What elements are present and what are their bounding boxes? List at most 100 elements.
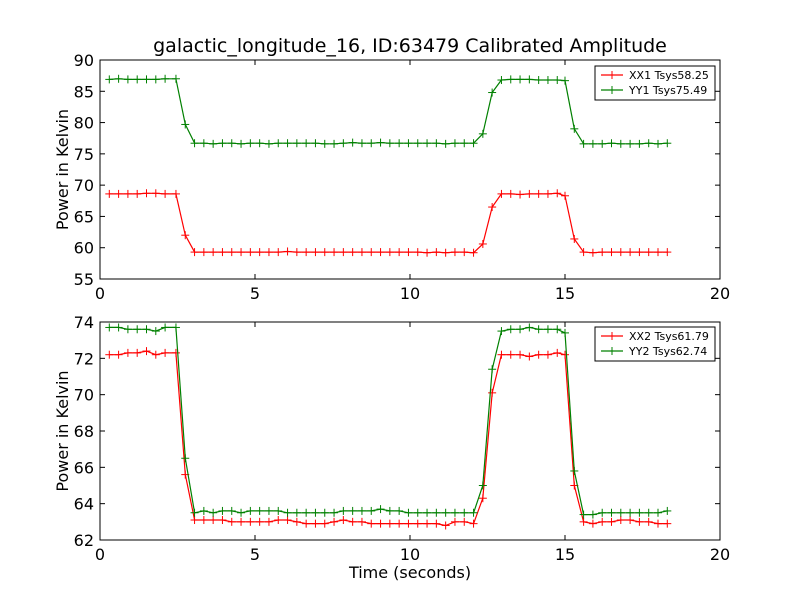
legend-box — [594, 65, 716, 101]
data-point — [460, 517, 469, 526]
data-point — [413, 139, 422, 148]
data-point — [654, 248, 662, 257]
data-point — [330, 508, 339, 517]
data-point — [570, 124, 579, 133]
data-point — [432, 508, 441, 517]
data-point — [644, 139, 653, 148]
data-point — [283, 508, 292, 517]
data-point — [246, 506, 255, 515]
data-point — [616, 248, 625, 257]
data-point — [478, 239, 487, 248]
data-point — [199, 516, 208, 525]
data-point — [663, 139, 672, 148]
chart-panel-1: 0 5 10 15 20 55 60 65 70 75 80 85 90 Power in Kelvin X… — [53, 51, 730, 303]
data-point — [423, 508, 432, 517]
y-tick-label: 72 — [74, 349, 94, 368]
plot-panels: 0 5 10 15 20 55 60 65 70 75 80 85 90 Power in Kelvin X… — [53, 51, 730, 564]
data-point — [264, 517, 273, 526]
data-point — [274, 516, 283, 525]
y-axis-label: Power in Kelvin — [53, 370, 72, 491]
legend-box — [594, 326, 716, 362]
data-point — [635, 508, 644, 517]
data-point — [588, 139, 597, 148]
data-point — [488, 203, 497, 212]
data-point — [598, 508, 607, 517]
series-2 — [105, 74, 672, 148]
data-point — [543, 189, 552, 198]
data-point — [460, 248, 469, 257]
data-point — [497, 189, 506, 198]
y-tick-label: 65 — [74, 207, 94, 226]
data-point — [663, 506, 672, 515]
data-point — [283, 516, 292, 525]
data-point — [357, 139, 366, 148]
data-point — [626, 139, 635, 148]
data-point — [246, 248, 255, 257]
data-point — [330, 248, 339, 257]
data-point — [663, 248, 672, 257]
data-point — [227, 248, 236, 257]
data-point — [570, 234, 579, 243]
data-point — [151, 189, 160, 198]
data-point — [376, 138, 385, 147]
legend-entry: YY2 Tsys62.74 — [628, 345, 707, 358]
data-point — [598, 139, 607, 148]
data-point — [161, 323, 170, 332]
data-point — [133, 75, 142, 84]
legend: XX2 Tsys61.79 YY2 Tsys62.74 — [594, 326, 716, 362]
data-point — [292, 248, 301, 257]
data-point — [105, 75, 114, 84]
data-point — [385, 519, 394, 528]
data-point — [114, 189, 123, 198]
data-point — [133, 189, 142, 198]
data-point — [320, 248, 329, 257]
data-point — [376, 519, 385, 528]
data-point — [543, 325, 552, 334]
data-point — [616, 508, 625, 517]
data-point — [209, 516, 218, 525]
data-point — [561, 191, 569, 200]
data-point — [264, 248, 273, 257]
data-point — [553, 189, 562, 198]
data-point — [607, 508, 616, 517]
y-tick-label: 62 — [74, 531, 94, 550]
data-point — [237, 517, 246, 526]
data-point — [151, 327, 160, 336]
data-point — [626, 508, 635, 517]
data-point — [635, 248, 644, 257]
data-point — [469, 519, 478, 528]
x-tick-label: 5 — [250, 284, 260, 303]
y-tick-label: 70 — [74, 176, 94, 195]
data-point — [237, 248, 246, 257]
data-point — [302, 508, 311, 517]
data-point — [151, 75, 160, 84]
y-tick-label: 85 — [74, 82, 94, 101]
data-point — [190, 516, 199, 525]
legend-entry: XX2 Tsys61.79 — [629, 330, 709, 343]
data-point — [339, 516, 348, 525]
data-point — [123, 189, 132, 198]
figure-title: galactic_longitude_16, ID:63479 Calibrat… — [153, 35, 667, 57]
data-point — [432, 139, 441, 148]
data-point — [561, 350, 569, 359]
data-point — [357, 506, 366, 515]
data-point — [579, 510, 588, 519]
data-point — [123, 75, 132, 84]
data-point — [413, 248, 422, 257]
data-point — [292, 517, 301, 526]
data-point — [561, 328, 569, 337]
data-point — [534, 350, 543, 359]
data-point — [570, 466, 579, 475]
data-point — [264, 506, 273, 515]
data-point — [320, 139, 329, 148]
data-point — [133, 325, 142, 334]
x-tick-label: 0 — [95, 545, 105, 564]
data-point — [311, 139, 320, 148]
x-tick-label: 10 — [400, 284, 420, 303]
data-point — [142, 189, 151, 198]
x-axis-label: Time (seconds) — [348, 563, 471, 582]
data-point — [588, 519, 597, 528]
data-point — [105, 189, 114, 198]
data-point — [460, 508, 469, 517]
data-point — [171, 323, 180, 332]
